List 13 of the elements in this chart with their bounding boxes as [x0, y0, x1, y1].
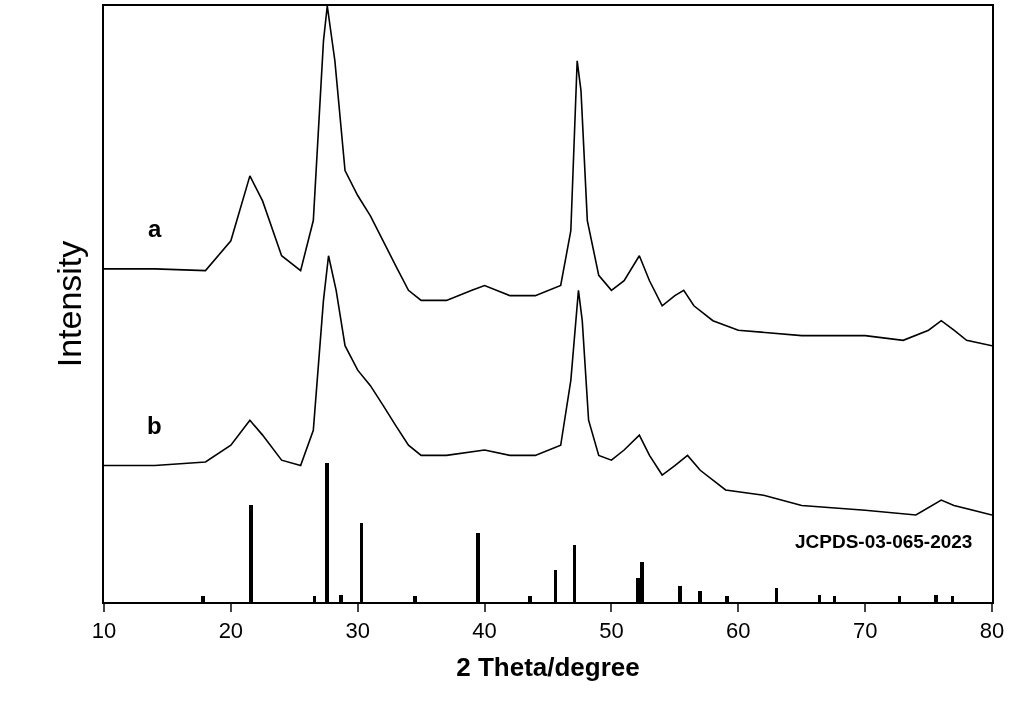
x-tick-label: 50 [599, 618, 624, 644]
x-tick-label: 70 [852, 618, 878, 644]
annotation: JCPDS-03-065-2023 [795, 531, 973, 552]
series-label: a [148, 215, 162, 242]
series-label: b [147, 412, 162, 439]
x-tick-label: 60 [726, 618, 751, 644]
x-tick-label: 10 [91, 618, 117, 644]
x-axis-title: 2 Theta/degree [456, 651, 640, 682]
x-tick-label: 30 [345, 618, 370, 644]
y-axis-title: Intensity [50, 240, 89, 368]
x-tick-label: 40 [472, 618, 497, 644]
x-tick-label: 80 [979, 618, 1005, 644]
x-tick-label: 20 [218, 618, 244, 644]
